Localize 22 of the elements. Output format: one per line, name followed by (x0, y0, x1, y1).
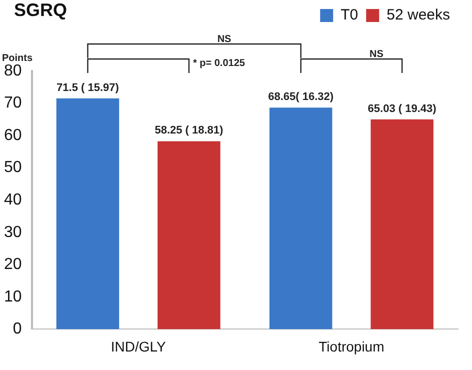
y-tick-label: 10 (4, 288, 22, 306)
y-tick-label: 50 (4, 159, 22, 176)
text: NS (217, 34, 232, 45)
text: * p= 0.0125 (192, 58, 246, 69)
y-tick-label: 20 (4, 256, 22, 274)
legend-label: 52 weeks (386, 6, 450, 24)
x-tick-label: IND/GLY (110, 338, 166, 354)
y-tick-label: 70 (4, 94, 22, 112)
data-label: 68.65( 16.32) (268, 91, 334, 104)
y-tick-label: 30 (4, 224, 22, 241)
data-label: 71.5 ( 15.97) (56, 82, 120, 94)
x-tick-label: Tiotropium (318, 338, 384, 354)
y-tick-label: 40 (4, 192, 22, 209)
y-tick-label: 60 (4, 126, 22, 144)
data-label: 65.03 ( 19.43) (368, 102, 437, 115)
chart-title: SGRQ (14, 0, 68, 21)
legend-label: T0 (340, 6, 358, 24)
y-axis-title: Points (2, 52, 33, 64)
data-label: 58.25 ( 18.81) (154, 124, 224, 137)
text: NS (369, 48, 384, 60)
y-tick-label: 80 (4, 62, 22, 80)
y-tick-label: 0 (12, 320, 22, 338)
